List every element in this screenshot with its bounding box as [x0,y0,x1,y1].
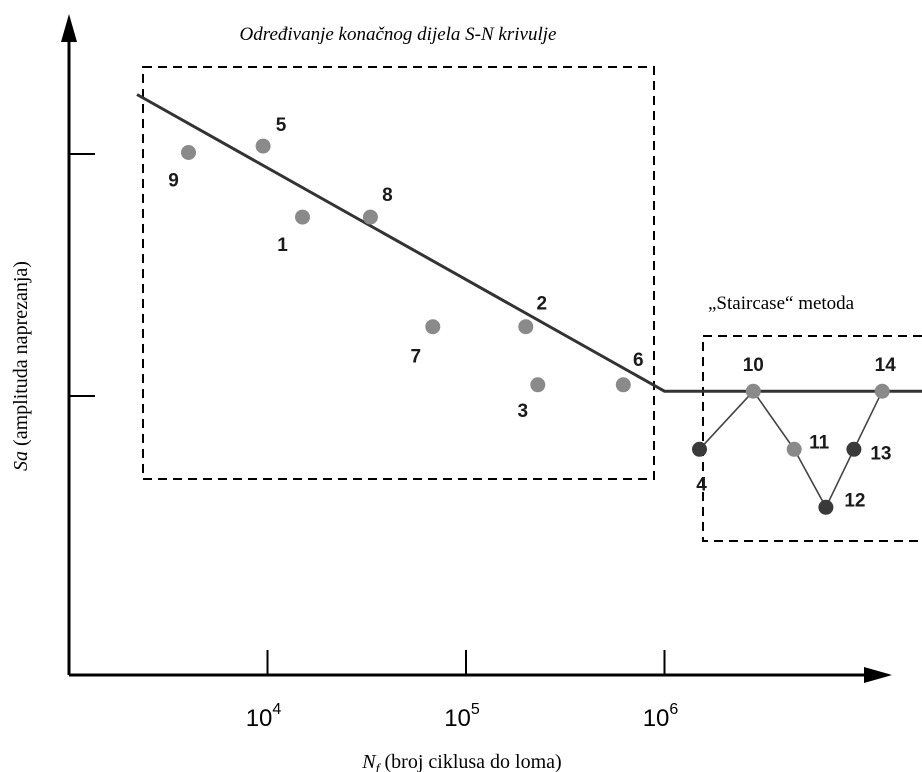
x-tick-label: 105 [444,701,480,732]
data-point-label-11: 11 [809,432,830,453]
data-point-label-2: 2 [537,294,548,315]
staircase-region-title: „Staircase“ metoda [708,293,855,314]
x-axis-arrow [864,667,892,683]
data-point-label-4: 4 [696,474,707,495]
data-point-5 [255,138,271,154]
data-point-9 [181,145,196,160]
y-axis-label: Sa (amplituda naprezanja) [10,261,32,471]
data-point-4 [692,441,707,457]
data-point-label-12: 12 [844,490,865,511]
data-point-13 [846,441,862,457]
data-point-label-6: 6 [633,350,644,371]
data-point-label-9: 9 [168,171,179,192]
staircase-connector-line [698,389,883,510]
data-point-6 [615,377,631,393]
data-point-label-5: 5 [276,115,287,136]
data-point-11 [786,441,802,457]
x-tick-group: 104 105 106 [246,650,679,732]
staircase-region-frame [702,335,922,542]
data-point-10 [745,383,761,399]
data-point-7 [425,319,441,335]
data-point-2 [518,319,534,335]
finite-region-frame [142,66,655,480]
finite-region-title: Određivanje konačnog dijela S-N krivulje [240,24,557,45]
data-point-12 [818,499,834,515]
x-axis-label: Nf (broj ciklusa do loma) [361,751,561,772]
data-point-label-7: 7 [411,347,422,368]
data-point-14 [874,383,890,399]
data-point-label-13: 13 [870,443,891,464]
data-point-label-8: 8 [382,185,393,206]
data-point-label-10: 10 [743,355,764,376]
x-tick-label: 104 [246,701,282,732]
data-point-label-3: 3 [518,401,529,422]
data-point-1 [295,209,310,225]
data-point-label-14: 14 [875,355,897,376]
x-tick-label: 106 [643,701,679,732]
data-point-3 [530,377,546,393]
data-point-8 [362,209,378,225]
data-point-label-1: 1 [277,235,288,256]
y-axis-arrow [61,14,77,42]
sn-curve-line [136,93,922,393]
